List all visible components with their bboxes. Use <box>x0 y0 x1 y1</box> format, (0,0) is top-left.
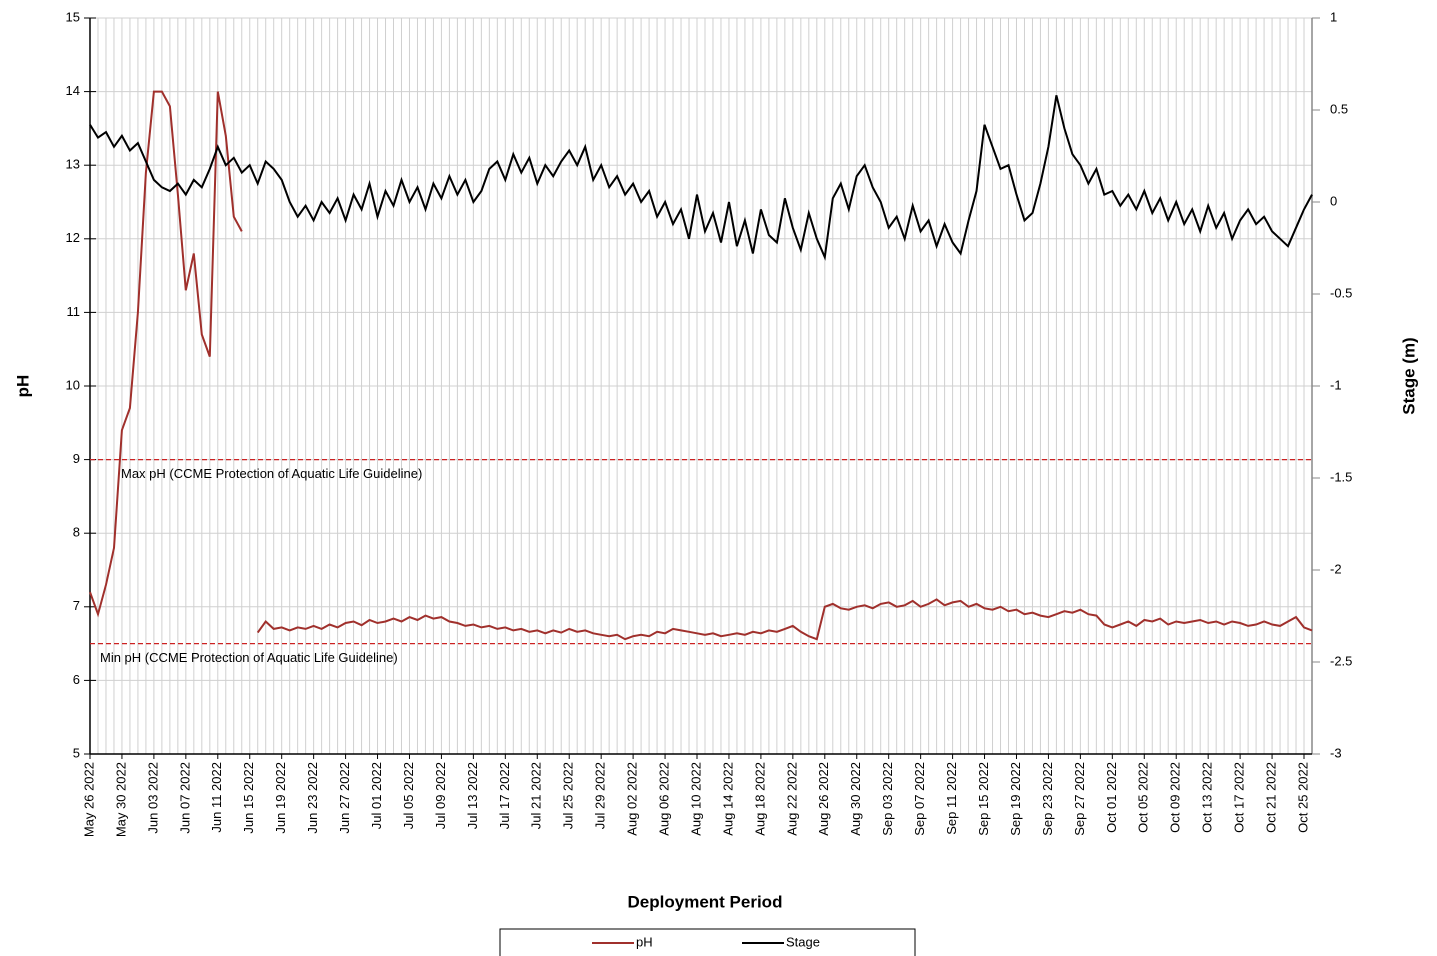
x-tick-label: Aug 26 2022 <box>816 762 831 836</box>
x-tick-label: Jul 01 2022 <box>369 762 384 829</box>
x-tick-label: Jun 11 2022 <box>209 762 224 833</box>
x-tick-label: Jul 17 2022 <box>497 762 512 829</box>
x-tick-label: Aug 06 2022 <box>656 762 671 836</box>
x-tick-label: Sep 11 2022 <box>944 762 959 835</box>
y-tick-label: 12 <box>66 230 80 245</box>
y-tick-label: 9 <box>73 451 80 466</box>
x-tick-label: Sep 27 2022 <box>1072 762 1087 836</box>
x-tick-label: Sep 19 2022 <box>1008 762 1023 836</box>
y2-tick-label: -3 <box>1330 745 1342 760</box>
x-axis-label: Deployment Period <box>628 892 783 911</box>
x-tick-label: Oct 21 2022 <box>1264 762 1279 833</box>
x-tick-label: Sep 03 2022 <box>880 762 895 836</box>
y2-tick-label: -0.5 <box>1330 285 1352 300</box>
x-tick-label: Sep 23 2022 <box>1040 762 1055 836</box>
y-tick-label: 14 <box>66 83 80 98</box>
x-tick-label: Jun 23 2022 <box>305 762 320 834</box>
x-tick-label: Oct 09 2022 <box>1168 762 1183 833</box>
x-tick-label: Jun 27 2022 <box>337 762 352 834</box>
x-tick-label: Oct 17 2022 <box>1232 762 1247 833</box>
x-tick-label: Jul 13 2022 <box>465 762 480 829</box>
x-tick-label: Jul 25 2022 <box>561 762 576 829</box>
x-tick-label: Aug 10 2022 <box>688 762 703 836</box>
x-tick-label: Jun 03 2022 <box>145 762 160 834</box>
y-tick-label: 6 <box>73 672 80 687</box>
x-tick-label: Oct 25 2022 <box>1295 762 1310 833</box>
series-line <box>89 90 1313 641</box>
x-tick-label: Oct 01 2022 <box>1104 762 1119 833</box>
x-tick-label: Aug 02 2022 <box>625 762 640 836</box>
reference-label: Min pH (CCME Protection of Aquatic Life … <box>100 650 398 665</box>
y2-tick-label: 1 <box>1330 9 1337 24</box>
x-tick-label: Sep 07 2022 <box>912 762 927 836</box>
x-tick-label: Oct 05 2022 <box>1136 762 1151 833</box>
legend-label: pH <box>636 934 653 949</box>
legend-box <box>499 928 916 956</box>
x-tick-label: May 26 2022 <box>81 762 96 837</box>
y-tick-label: 15 <box>66 9 80 24</box>
x-tick-label: Jul 05 2022 <box>401 762 416 829</box>
y2-tick-label: -1 <box>1330 377 1342 392</box>
x-tick-label: Sep 15 2022 <box>976 762 991 836</box>
x-tick-label: May 30 2022 <box>113 762 128 837</box>
x-tick-label: Jul 21 2022 <box>529 762 544 829</box>
x-tick-label: Jun 07 2022 <box>177 762 192 834</box>
x-tick-label: Aug 14 2022 <box>720 762 735 836</box>
y2-tick-label: -2.5 <box>1330 653 1352 668</box>
y-tick-label: 5 <box>73 745 80 760</box>
y2-tick-label: 0.5 <box>1330 101 1348 116</box>
x-tick-label: Oct 13 2022 <box>1200 762 1215 833</box>
x-tick-label: Aug 22 2022 <box>784 762 799 836</box>
reference-label: Max pH (CCME Protection of Aquatic Life … <box>121 466 422 481</box>
y-axis-label: pH <box>13 375 32 398</box>
y-tick-label: 10 <box>66 377 80 392</box>
x-tick-label: Jul 09 2022 <box>433 762 448 829</box>
series-line <box>89 95 1313 261</box>
y-tick-label: 7 <box>73 598 80 613</box>
x-tick-label: Aug 30 2022 <box>848 762 863 836</box>
x-tick-label: Jul 29 2022 <box>593 762 608 829</box>
x-tick-label: Jun 15 2022 <box>241 762 256 834</box>
y2-tick-label: -1.5 <box>1330 469 1352 484</box>
x-tick-label: Aug 18 2022 <box>752 762 767 836</box>
y-tick-label: 8 <box>73 525 80 540</box>
y2-tick-label: -2 <box>1330 561 1342 576</box>
y-tick-label: 11 <box>67 304 81 319</box>
x-tick-label: Jun 19 2022 <box>273 762 288 834</box>
y2-axis-label: Stage (m) <box>1399 337 1418 414</box>
legend-label: Stage <box>786 934 820 949</box>
y-tick-label: 13 <box>66 157 80 172</box>
y2-tick-label: 0 <box>1330 193 1337 208</box>
